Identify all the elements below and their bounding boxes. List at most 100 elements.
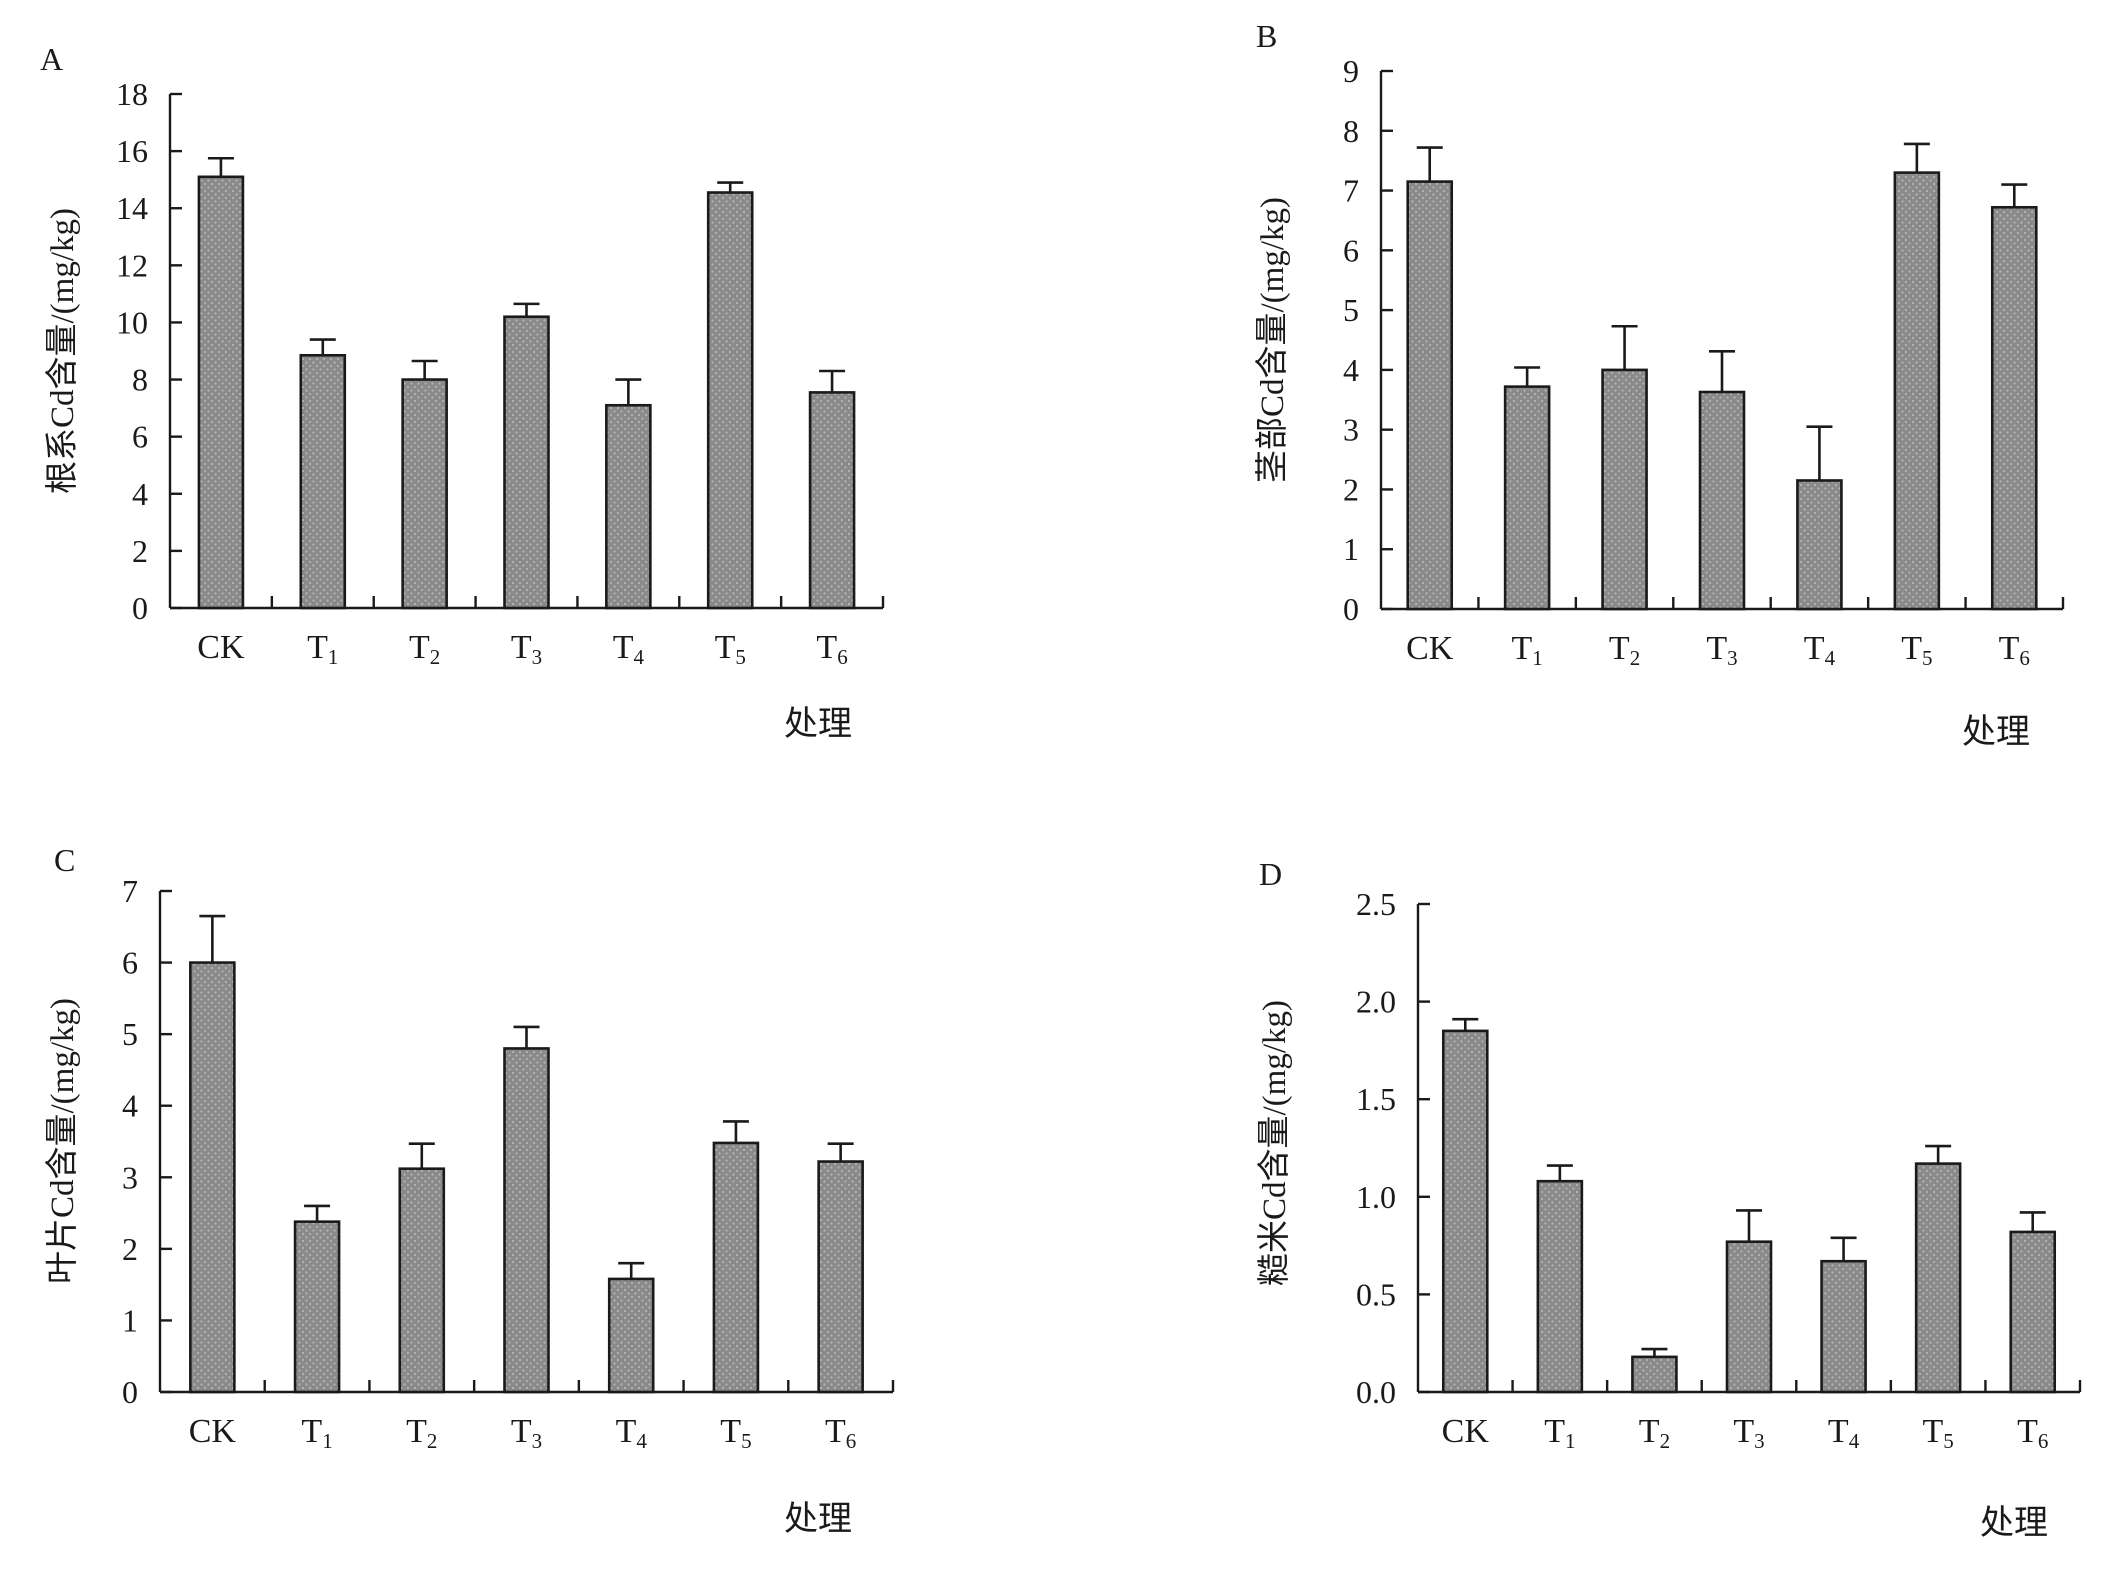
panel-letter: D (1259, 856, 1282, 892)
error-bar-t6 (2019, 1211, 2046, 1232)
chart-panel-b: B 0 1 2 3 4 5 6 7 8 9 CK T1 T2 T3 T4 T5 T6 茎部Cd含量/(mg/kg) 处… (1254, 18, 2065, 751)
x-category-label: T4 (613, 629, 645, 669)
error-bar-t4 (618, 1261, 645, 1279)
y-tick-label: 6 (132, 419, 148, 455)
bar-t3 (1725, 1240, 1773, 1394)
error-bar-t1 (304, 1204, 331, 1222)
error-bar-t2 (1611, 324, 1638, 370)
y-tick-label: 5 (122, 1016, 138, 1052)
error-bar-t5 (1925, 1144, 1952, 1164)
y-tick-label: 2 (132, 533, 148, 569)
error-bar-ck (199, 914, 226, 963)
y-tick-label: 12 (116, 247, 148, 283)
y-tick-label: 16 (116, 133, 148, 169)
y-tick-label: 10 (116, 304, 148, 340)
error-bar-t4 (1830, 1236, 1857, 1262)
x-category-label: T2 (1639, 1413, 1670, 1453)
bar-t4 (605, 403, 652, 610)
y-axis-title: 叶片Cd含量/(mg/kg) (44, 998, 81, 1284)
error-bar-t3 (1709, 350, 1735, 393)
bar-t5 (712, 1141, 760, 1394)
error-bar-t4 (1806, 425, 1833, 481)
chart-panel-a: A 0 2 4 6 8 10 12 14 16 18 CK T1 T2 T3 T4 T5 T6 根系Cd含量/(mg… (40, 41, 885, 743)
y-tick-label: 18 (116, 76, 148, 112)
x-category-label: T5 (1923, 1413, 1954, 1453)
error-bar-t1 (1514, 366, 1541, 387)
error-bar-t5 (1903, 142, 1930, 173)
bar-t2 (1601, 368, 1648, 611)
panel-letter: B (1256, 18, 1277, 54)
error-bar-ck (1416, 146, 1443, 182)
x-category-label: T6 (2017, 1413, 2048, 1453)
x-category-label: T6 (816, 629, 847, 669)
y-axis-title: 根系Cd含量/(mg/kg) (44, 208, 81, 494)
bar-t1 (1503, 385, 1551, 611)
y-tick-label: 1.5 (1356, 1081, 1396, 1117)
bar-t4 (607, 1277, 655, 1394)
y-tick-label: 0.0 (1356, 1374, 1396, 1410)
error-bar-t6 (819, 369, 846, 393)
error-bar-t1 (309, 338, 336, 356)
error-bar-t3 (513, 302, 540, 317)
error-bar-t3 (1736, 1209, 1762, 1242)
x-category-label: T1 (307, 629, 338, 669)
x-category-label: T4 (616, 1413, 648, 1453)
x-category-label: CK (197, 629, 245, 666)
y-tick-label: 8 (132, 362, 148, 398)
y-tick-label: 1 (122, 1302, 138, 1338)
bar-t5 (1914, 1162, 1962, 1394)
x-axis-title: 处理 (784, 1501, 852, 1538)
x-category-label: T2 (1609, 630, 1640, 670)
bar-t6 (2009, 1230, 2057, 1394)
x-category-label: T5 (720, 1413, 751, 1453)
y-tick-label: 8 (1343, 113, 1359, 149)
error-bar-t4 (615, 378, 642, 406)
bar-t1 (1536, 1179, 1584, 1394)
x-category-label: CK (1442, 1413, 1490, 1450)
y-tick-label: 0 (122, 1374, 138, 1410)
y-tick-label: 5 (1343, 292, 1359, 328)
panel-letter: A (40, 41, 63, 77)
error-bar-t6 (827, 1142, 854, 1162)
bar-t3 (503, 315, 550, 610)
chart-panel-d: D 0.0 0.5 1.0 1.5 2.0 2.5 CK T1 T2 T3 T4 T5 T6 糙米Cd含量/… (1256, 856, 2082, 1542)
bar-t5 (706, 191, 754, 610)
error-bar-t2 (1641, 1347, 1668, 1357)
error-bar-ck (1452, 1017, 1479, 1031)
y-tick-label: 6 (122, 945, 138, 981)
y-tick-label: 4 (132, 476, 148, 512)
x-category-label: T1 (301, 1413, 332, 1453)
x-category-label: T6 (1999, 630, 2030, 670)
bar-t4 (1820, 1259, 1867, 1394)
bar-t5 (1893, 171, 1941, 611)
y-tick-label: 0 (1343, 591, 1359, 627)
y-tick-label: 2.5 (1356, 886, 1396, 922)
bar-t3 (1698, 390, 1746, 611)
y-tick-label: 3 (1343, 412, 1359, 448)
y-tick-label: 1 (1343, 531, 1359, 567)
bar-ck (197, 175, 245, 610)
y-tick-label: 4 (122, 1088, 138, 1124)
y-tick-label: 1.0 (1356, 1179, 1396, 1215)
x-category-label: T2 (409, 629, 440, 669)
y-tick-label: 7 (1343, 173, 1359, 209)
bar-t3 (503, 1047, 550, 1394)
x-category-label: T2 (406, 1413, 437, 1453)
error-bar-t2 (411, 359, 438, 380)
y-tick-label: 4 (1343, 352, 1359, 388)
bar-t2 (398, 1167, 446, 1394)
x-category-label: T5 (715, 629, 746, 669)
x-category-label: T3 (511, 629, 542, 669)
bar-t1 (299, 353, 347, 610)
bar-t4 (1796, 479, 1843, 611)
y-tick-label: 14 (116, 190, 148, 226)
bar-t2 (1631, 1355, 1678, 1394)
x-category-label: T4 (1804, 630, 1836, 670)
error-bar-t5 (722, 1120, 749, 1143)
y-tick-label: 2.0 (1356, 984, 1396, 1020)
y-tick-label: 3 (122, 1159, 138, 1195)
bar-t6 (808, 391, 856, 610)
x-category-label: CK (1406, 630, 1454, 667)
